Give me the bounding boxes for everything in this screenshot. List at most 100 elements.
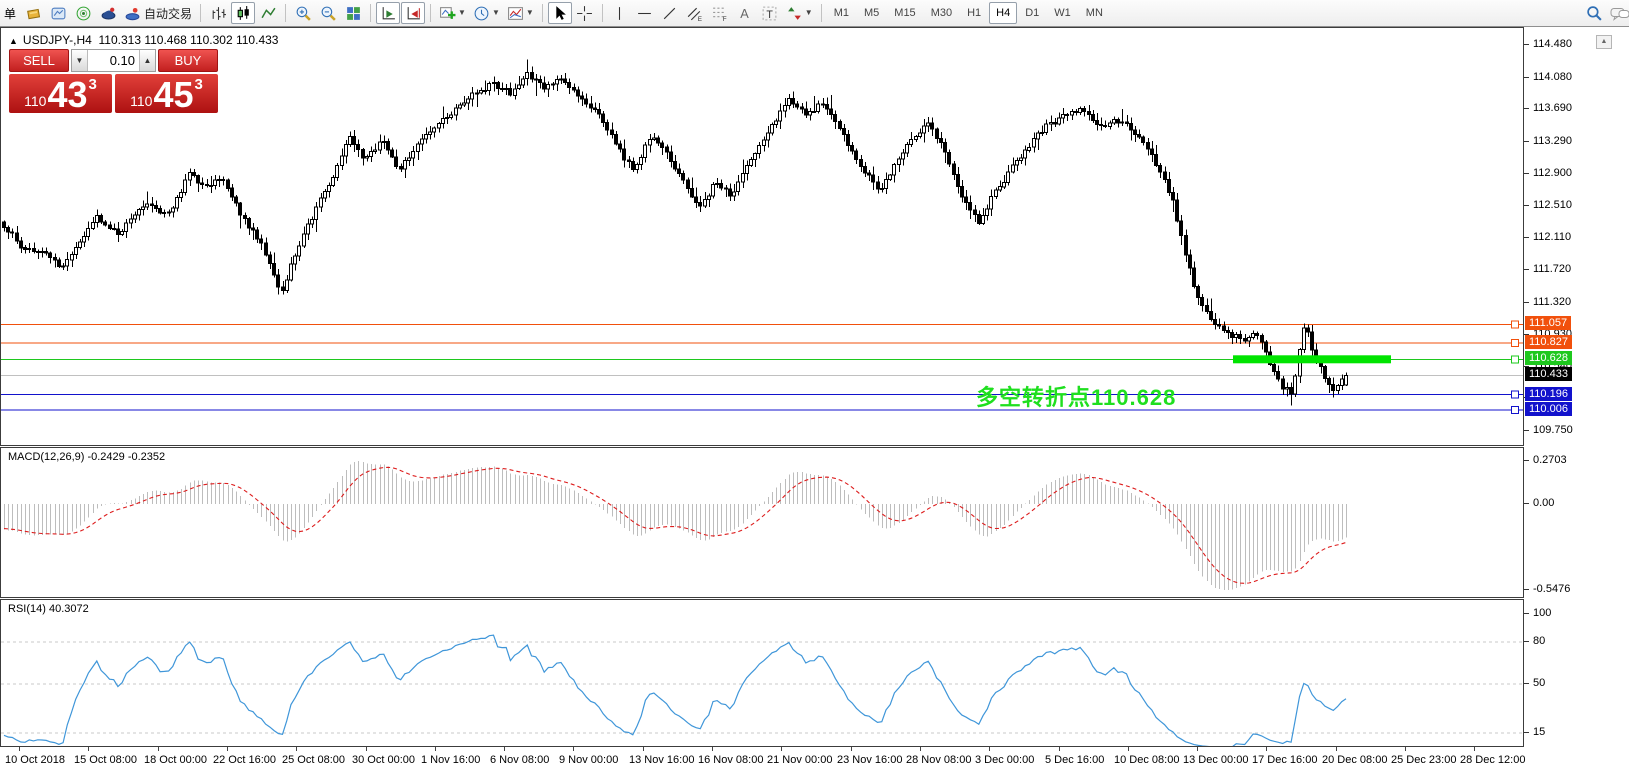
chat-button[interactable] xyxy=(1607,2,1629,24)
timeframe-m5-button[interactable]: M5 xyxy=(864,7,880,19)
candlestick-chart-surface[interactable] xyxy=(1,28,1523,445)
time-tick xyxy=(989,747,990,751)
turning-point-bar[interactable] xyxy=(1233,355,1391,364)
vertical-line-icon xyxy=(611,5,628,22)
macd-pane[interactable]: MACD(12,26,9) -0.2429 -0.2352 xyxy=(0,447,1524,598)
collapse-panel-arrow[interactable]: ▲ xyxy=(9,36,18,46)
main-price-pane[interactable]: ▲ USDJPY-,H4 110.313 110.468 110.302 110.… xyxy=(0,27,1524,446)
axis-tick xyxy=(1524,77,1529,78)
macd-chart-surface[interactable] xyxy=(1,448,1523,597)
periods-button[interactable]: ▼ xyxy=(470,2,503,24)
level-price-badge: 110.196 xyxy=(1525,387,1572,401)
bar-chart-mode-button[interactable] xyxy=(206,2,230,24)
timeframe-group: M1 M5 M15 M30 H1 H4 D1 W1 MN xyxy=(827,2,1110,24)
time-tick xyxy=(1128,747,1129,751)
separator xyxy=(601,4,603,22)
zoom-in-button[interactable] xyxy=(291,2,315,24)
time-tick xyxy=(781,747,782,751)
timeframe-w1-button[interactable]: W1 xyxy=(1054,7,1071,19)
fibonacci-tool[interactable]: F xyxy=(708,2,732,24)
buy-button[interactable]: BUY xyxy=(158,49,218,72)
rsi-line xyxy=(3,634,1347,746)
cursor-tool-button[interactable] xyxy=(547,2,572,24)
arrows-tool[interactable]: ▼ xyxy=(783,2,816,24)
chart-title: ▲ USDJPY-,H4 110.313 110.468 110.302 110.… xyxy=(9,33,278,47)
timeframe-m15-button[interactable]: M15 xyxy=(894,7,916,19)
time-tick-label: 17 Dec 16:00 xyxy=(1252,754,1318,766)
auto-scroll-button[interactable] xyxy=(376,2,401,24)
time-axis[interactable]: 10 Oct 2018 15 Oct 08:00 18 Oct 00:00 22 Oc… xyxy=(0,747,1525,771)
time-tick xyxy=(1336,747,1337,751)
sell-button[interactable]: SELL xyxy=(9,49,69,72)
menu-remnant[interactable]: 单 xyxy=(4,6,17,21)
macd-label: MACD(12,26,9) -0.2429 -0.2352 xyxy=(8,451,166,463)
time-tick-label: 6 Nov 08:00 xyxy=(490,754,550,766)
separator xyxy=(285,4,287,22)
timeframe-d1-button[interactable]: D1 xyxy=(1025,7,1040,19)
text-tool[interactable]: A xyxy=(733,2,757,24)
crosshair-tool-button[interactable] xyxy=(573,2,597,24)
axis-tick xyxy=(1524,173,1529,174)
timeframe-mn-button[interactable]: MN xyxy=(1085,7,1103,19)
bid-prefix: 110 xyxy=(24,93,47,109)
time-tick-label: 28 Nov 08:00 xyxy=(906,754,972,766)
rsi-chart-surface[interactable] xyxy=(1,600,1523,746)
search-button[interactable] xyxy=(1582,2,1606,24)
chart-shift-icon xyxy=(405,5,422,22)
vertical-line-tool[interactable] xyxy=(608,2,632,24)
svg-text:A: A xyxy=(741,5,750,20)
price-tick-label: 109.750 xyxy=(1533,424,1573,436)
price-tick-label: -0.5476 xyxy=(1533,583,1571,595)
time-tick-label: 5 Dec 16:00 xyxy=(1045,754,1105,766)
axis-tick xyxy=(1524,366,1529,367)
new-order-button[interactable] xyxy=(21,2,45,24)
axis-tick xyxy=(1524,108,1529,109)
time-tick xyxy=(435,747,436,751)
time-tick-label: 16 Nov 08:00 xyxy=(698,754,764,766)
indicators-button[interactable]: ▼ xyxy=(436,2,469,24)
timeframe-m1-button[interactable]: M1 xyxy=(833,7,849,19)
volume-decrease-button[interactable]: ▼ xyxy=(72,50,88,71)
tile-windows-button[interactable] xyxy=(341,2,365,24)
text-label-tool[interactable]: T xyxy=(758,2,782,24)
candlestick-mode-button[interactable] xyxy=(231,2,256,24)
axis-tick xyxy=(1524,589,1529,590)
zoom-out-button[interactable] xyxy=(316,2,340,24)
line-chart-mode-button[interactable] xyxy=(256,2,280,24)
timeframe-m30-button[interactable]: M30 xyxy=(930,7,953,19)
time-tick-label: 15 Oct 08:00 xyxy=(74,754,137,766)
price-tick-label: 113.290 xyxy=(1533,135,1572,147)
templates-button[interactable]: ▼ xyxy=(504,2,537,24)
volume-increase-button[interactable]: ▲ xyxy=(139,50,155,71)
dropdown-caret: ▼ xyxy=(525,8,534,17)
market-window-button[interactable] xyxy=(46,2,70,24)
arrows-icon xyxy=(786,5,803,22)
timeframe-h4-button[interactable]: H4 xyxy=(989,2,1018,24)
horizontal-line-tool[interactable] xyxy=(633,2,657,24)
price-axis[interactable]: ▲ 114.480 114.080 113.690 113.290 112.900 112… xyxy=(1524,27,1629,747)
dropdown-caret: ▼ xyxy=(458,8,466,17)
axis-tick xyxy=(1524,641,1529,642)
mql-community-button[interactable] xyxy=(96,2,120,24)
bid-big: 43 xyxy=(47,74,88,115)
new-order-icon xyxy=(25,5,42,22)
market-window-icon xyxy=(50,5,67,22)
axis-tick xyxy=(1524,460,1529,461)
ask-quote-button[interactable]: 110 45 3 xyxy=(115,74,218,113)
trendline-tool[interactable] xyxy=(658,2,682,24)
template-icon xyxy=(507,5,524,22)
chart-shift-button[interactable] xyxy=(401,2,426,24)
autotrading-button[interactable]: 自动交易 xyxy=(121,2,195,24)
bid-quote-button[interactable]: 110 43 3 xyxy=(9,74,112,113)
signals-button[interactable] xyxy=(71,2,95,24)
price-tick-label: 112.510 xyxy=(1533,199,1572,211)
axis-tick xyxy=(1524,613,1529,614)
equidistant-channel-tool[interactable]: E xyxy=(683,2,707,24)
rsi-pane[interactable]: RSI(14) 40.3072 xyxy=(0,599,1524,747)
chart-corner-marker[interactable]: ▲ xyxy=(1596,35,1612,49)
axis-tick xyxy=(1524,205,1529,206)
turning-point-annotation: 多空转折点110.628 xyxy=(976,385,1177,410)
timeframe-h1-button[interactable]: H1 xyxy=(967,7,982,19)
volume-input[interactable] xyxy=(88,50,139,71)
